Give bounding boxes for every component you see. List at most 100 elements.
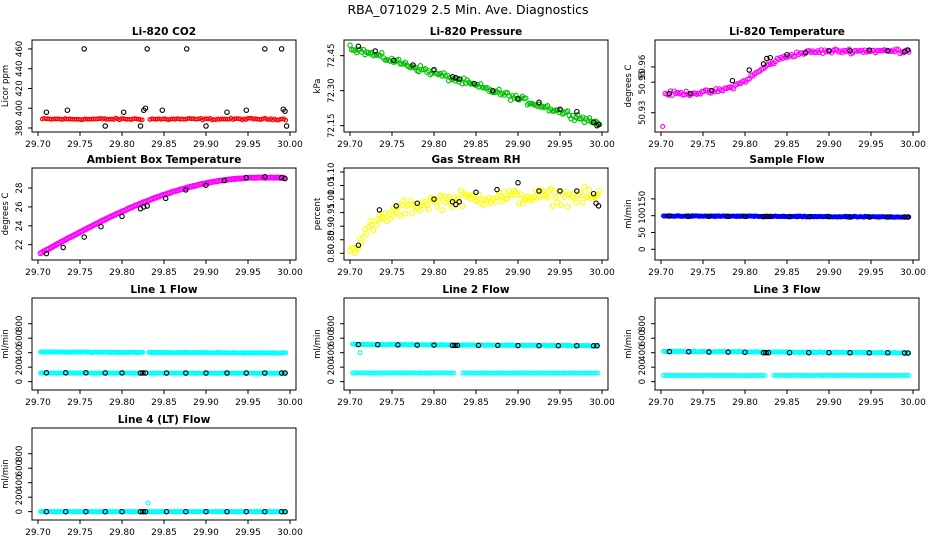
data-point-black: [81, 234, 87, 240]
data-point-lower: [442, 370, 448, 376]
data-point-lower: [771, 372, 777, 378]
data-point-black: [594, 343, 600, 349]
x-tick-label: 29.75: [690, 268, 716, 278]
data-point-lower: [512, 370, 517, 376]
data-point-black: [144, 203, 150, 209]
data-point-black: [203, 182, 209, 188]
data-point-lower: [836, 372, 842, 378]
data-point-black: [885, 350, 891, 356]
data-point-lower: [548, 370, 553, 376]
data-point-lower: [865, 373, 871, 378]
data-point-black: [449, 73, 456, 80]
data-point-black: [203, 508, 209, 515]
data-point-lower: [730, 373, 736, 378]
data-point-lower: [550, 370, 556, 376]
data-point-black: [119, 508, 125, 515]
chart-3: Li-820 Temperature degrees C 29.70 29.75 29.…: [624, 26, 926, 150]
data-point-lower: [859, 372, 864, 378]
data-point-black: [372, 48, 378, 54]
data-point-lower: [451, 370, 457, 376]
y-tick-label: 0: [15, 509, 25, 514]
data-point-main: [425, 206, 432, 213]
data-point-main: [138, 117, 143, 122]
x-tick-label: 29.75: [379, 398, 405, 408]
data-point-black: [453, 201, 459, 208]
data-point-main: [581, 183, 588, 190]
x-tick-label: 29.80: [421, 268, 447, 278]
data-point-lower: [760, 373, 765, 379]
x-tick-label: 29.80: [732, 268, 758, 278]
data-point-lower: [753, 373, 759, 378]
data-point-black: [590, 190, 597, 197]
data-point-lower: [372, 370, 378, 376]
data-point-lower: [728, 373, 734, 378]
data-point-lower: [491, 370, 497, 376]
data-point-main: [596, 188, 603, 195]
data-point-main: [395, 203, 402, 209]
y-tick-label: 0: [327, 379, 337, 384]
data-point-lower: [462, 370, 468, 376]
data-point-lower: [539, 370, 544, 376]
data-point-lower: [563, 370, 569, 376]
data-point-lower: [350, 370, 355, 376]
y-tick-label: 72.15: [327, 113, 337, 137]
data-point-main: [496, 86, 502, 93]
x-tick-label: 29.85: [774, 140, 800, 150]
x-tick-label: 29.90: [193, 268, 219, 278]
data-point-black: [410, 62, 416, 68]
data-point-lower: [408, 370, 414, 376]
y-tick-label: 400: [327, 345, 337, 361]
data-point-black: [81, 46, 87, 52]
chart-9: Line 3 Flow ml/min 29.70 29.75 29.80 29.85 29.…: [624, 284, 926, 408]
data-point-lower: [861, 373, 867, 379]
x-tick-label: 30.00: [589, 398, 615, 408]
data-point-black: [431, 342, 437, 348]
plot-area: [347, 180, 603, 256]
x-tick-label: 30.00: [589, 268, 615, 278]
y-tick-label: 24: [15, 220, 25, 231]
chart-8: Line 2 Flow ml/min 29.70 29.75 29.80 29.85 29.…: [313, 284, 615, 408]
data-point-black: [826, 349, 832, 356]
data-point-black: [224, 370, 230, 376]
data-point-lower: [665, 373, 671, 378]
data-point-upper: [140, 349, 146, 355]
data-point-lower: [735, 372, 741, 378]
x-tick-label: 29.95: [858, 140, 884, 150]
x-tick-label: 29.95: [547, 140, 573, 150]
data-point-black: [866, 47, 873, 53]
data-point-black: [905, 47, 911, 53]
data-point-lower: [386, 370, 391, 376]
chart-title: Line 1 Flow: [130, 284, 197, 296]
data-point-lower: [476, 370, 481, 376]
x-tick-label: 29.90: [193, 140, 219, 150]
plot-frame: [343, 167, 609, 261]
data-point-main: [382, 210, 389, 217]
data-point-lower: [852, 373, 858, 378]
data-point-lower: [748, 373, 754, 379]
data-point-lower: [482, 370, 488, 376]
data-point-lower: [904, 373, 909, 378]
data-point-lower: [733, 373, 738, 379]
x-tick-label: 29.90: [505, 398, 531, 408]
data-point-lower: [514, 370, 520, 376]
data-point-lower: [422, 370, 427, 376]
data-point-lower: [381, 370, 387, 376]
data-point-lower: [897, 373, 903, 378]
data-point-lower: [863, 373, 869, 378]
y-tick-label: 380: [15, 120, 25, 136]
y-tick-label: 26: [15, 202, 25, 213]
data-point-black: [866, 214, 873, 220]
data-point-black: [449, 199, 456, 205]
data-point-black: [475, 342, 482, 349]
data-point-black: [414, 342, 420, 348]
data-point-black: [278, 174, 285, 181]
data-point-black: [666, 348, 673, 355]
data-point-lower: [843, 373, 849, 378]
x-tick-label: 29.90: [505, 268, 531, 278]
data-point-lower: [850, 372, 855, 378]
y-tick-label: 50.96: [638, 55, 648, 79]
x-tick-label: 29.80: [109, 528, 135, 538]
data-point-lower: [464, 370, 470, 376]
y-tick-label: 400: [638, 345, 648, 361]
data-point-lower: [818, 373, 824, 378]
